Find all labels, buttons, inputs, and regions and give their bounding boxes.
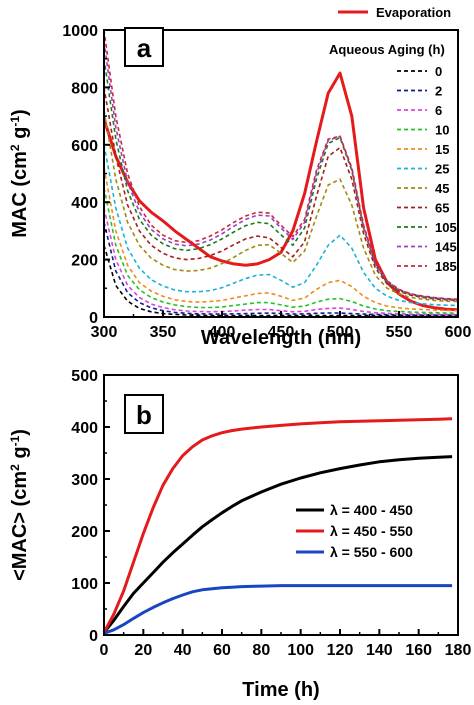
panel-b-x-tick-label: 100 bbox=[287, 642, 314, 659]
panel-a-series-line bbox=[103, 110, 459, 303]
panel-a-series-line bbox=[103, 41, 459, 301]
panel-a-series-line bbox=[103, 29, 459, 300]
panel-a-series-line bbox=[102, 71, 459, 312]
legend-label: 145 bbox=[435, 240, 457, 255]
panel-a-x-tick-label: 500 bbox=[327, 324, 354, 341]
panel-a-x-tick-label: 400 bbox=[209, 324, 236, 341]
panel-b-x-tick-label: 40 bbox=[174, 642, 192, 659]
panel-a-label: a bbox=[137, 33, 152, 63]
panel-b-series-line bbox=[102, 455, 453, 634]
panel-a-label-box bbox=[124, 27, 164, 67]
panel-a-y-tick-label: 200 bbox=[71, 253, 98, 270]
panel-b: 0 20 40 60 80 100 120 140 160 180 0 100 200 300 400 500… bbox=[71, 368, 471, 659]
legend-label: 65 bbox=[435, 201, 449, 216]
panel-a-x-tick-label: 600 bbox=[445, 324, 472, 341]
panel-a-x-tick-label: 450 bbox=[268, 324, 295, 341]
panel-b-x-tick-label: 60 bbox=[213, 642, 231, 659]
panel-b-y-tick-label: 100 bbox=[71, 576, 98, 593]
panel-a-series-line bbox=[103, 187, 458, 314]
panel-a-y-axis-label-part: 2 bbox=[8, 144, 22, 151]
legend-label: 15 bbox=[435, 142, 449, 157]
panel-b-x-tick-label: 80 bbox=[252, 642, 270, 659]
panel-b-y-tick-label: 400 bbox=[71, 420, 98, 437]
legend-label: λ = 550 - 600 bbox=[330, 544, 413, 560]
panel-b-y-axis-label: <MAC> (cm2 g-1) bbox=[8, 429, 31, 581]
panel-a-x-axis-label: Wavelength (nm) bbox=[201, 327, 361, 349]
panel-a-y-axis-label-part: ) bbox=[9, 109, 31, 116]
panel-b-x-tick-label: 180 bbox=[445, 642, 472, 659]
legend-label: 0 bbox=[435, 64, 442, 79]
panel-a-series-line bbox=[103, 87, 459, 302]
legend-label: 185 bbox=[435, 259, 457, 274]
panel-a-y-axis-label-part: -1 bbox=[8, 116, 22, 127]
legend-label: 2 bbox=[435, 84, 442, 99]
panel-a-y-tick-label: 800 bbox=[71, 80, 98, 97]
panel-b-y-axis-label-part: <MAC> (cm bbox=[9, 471, 31, 581]
panel-a-y-tick-label: 400 bbox=[71, 195, 98, 212]
legend-evaporation-label: Evaporation bbox=[376, 5, 451, 20]
panel-b-y-tick-label: 300 bbox=[71, 472, 98, 489]
panel-a-series-line bbox=[103, 58, 459, 301]
panel-b-series-line bbox=[103, 584, 453, 635]
panel-b-x-tick-label: 160 bbox=[405, 642, 432, 659]
legend-label: 25 bbox=[435, 162, 449, 177]
legend-label: 45 bbox=[435, 181, 449, 196]
legend-label: 6 bbox=[435, 103, 442, 118]
panel-b-x-tick-label: 0 bbox=[100, 642, 109, 659]
panel-a-y-axis-label-part: g bbox=[9, 127, 31, 145]
panel-a-plot-frame bbox=[103, 29, 459, 318]
panel-b-y-tick-label: 500 bbox=[71, 368, 98, 385]
panel-a-y-tick-label: 600 bbox=[71, 138, 98, 155]
legend-label: 10 bbox=[435, 123, 449, 138]
panel-a-y-tick-label: 1000 bbox=[62, 23, 98, 40]
panel-b-series-line bbox=[102, 417, 453, 634]
panel-a-y-tick-label: 0 bbox=[89, 310, 98, 327]
panel-a-y-axis-label: MAC (cm2 g-1) bbox=[8, 109, 31, 237]
panel-b-y-axis-label-part: ) bbox=[9, 429, 31, 436]
panel-b-y-tick-label: 0 bbox=[89, 628, 98, 645]
legend-label: λ = 400 - 450 bbox=[330, 502, 413, 518]
panel-a-x-tick-label: 550 bbox=[386, 324, 413, 341]
panel-b-x-tick-label: 20 bbox=[134, 642, 152, 659]
panel-a-series-line bbox=[103, 167, 459, 312]
legend-title: Aqueous Aging (h) bbox=[329, 42, 445, 57]
panel-b-y-axis-label-part: 2 bbox=[8, 464, 22, 471]
legend-label: 105 bbox=[435, 220, 457, 235]
panel-b-label-box bbox=[124, 394, 164, 434]
legend-label: λ = 450 - 550 bbox=[330, 523, 413, 539]
panel-b-x-tick-label: 140 bbox=[366, 642, 393, 659]
panel-b-y-axis-label-part: g bbox=[9, 446, 31, 464]
panel-b-y-tick-label: 200 bbox=[71, 524, 98, 541]
panel-a-y-axis-label-part: MAC (cm bbox=[9, 151, 31, 238]
panel-b-legend: λ = 400 - 450 λ = 450 - 550 λ = 550 - 600 bbox=[296, 502, 413, 560]
panel-a-series-line bbox=[103, 144, 459, 307]
panel-a-x-tick-label: 300 bbox=[91, 324, 118, 341]
panel-b-label: b bbox=[136, 400, 152, 430]
panel-a-legend: Evaporation Aqueous Aging (h) 0 2 6 10 15 25 45 6… bbox=[329, 5, 457, 274]
panel-b-y-axis-label-part: -1 bbox=[8, 435, 22, 446]
panel-b-x-axis-label: Time (h) bbox=[242, 679, 319, 701]
panel-a-x-tick-label: 350 bbox=[150, 324, 177, 341]
panel-b-x-tick-label: 120 bbox=[327, 642, 354, 659]
